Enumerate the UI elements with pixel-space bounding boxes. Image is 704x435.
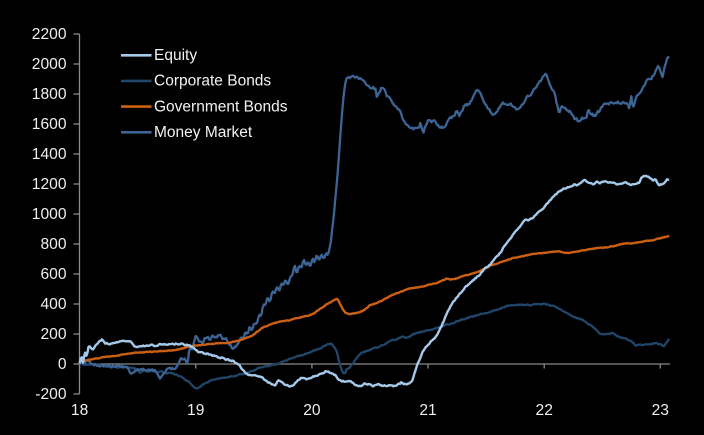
svg-text:2200: 2200 <box>32 26 67 43</box>
svg-text:2000: 2000 <box>32 56 67 73</box>
svg-text:1600: 1600 <box>32 116 67 133</box>
svg-text:1800: 1800 <box>32 86 67 103</box>
svg-text:200: 200 <box>40 326 66 343</box>
svg-text:1000: 1000 <box>32 206 67 223</box>
svg-text:21: 21 <box>419 402 436 419</box>
svg-text:1200: 1200 <box>32 176 67 193</box>
svg-text:400: 400 <box>40 296 66 313</box>
svg-text:20: 20 <box>303 402 321 419</box>
svg-text:1400: 1400 <box>32 146 67 163</box>
svg-text:18: 18 <box>71 402 88 419</box>
svg-text:0: 0 <box>58 356 67 373</box>
svg-text:600: 600 <box>40 266 66 283</box>
svg-text:19: 19 <box>187 402 204 419</box>
svg-text:Equity: Equity <box>154 47 197 64</box>
svg-text:-200: -200 <box>35 386 67 403</box>
svg-text:Government Bonds: Government Bonds <box>154 98 288 115</box>
svg-text:Money Market: Money Market <box>154 124 253 141</box>
svg-text:23: 23 <box>652 402 669 419</box>
svg-text:800: 800 <box>40 236 66 253</box>
svg-text:Corporate Bonds: Corporate Bonds <box>154 73 271 90</box>
svg-text:22: 22 <box>536 402 553 419</box>
